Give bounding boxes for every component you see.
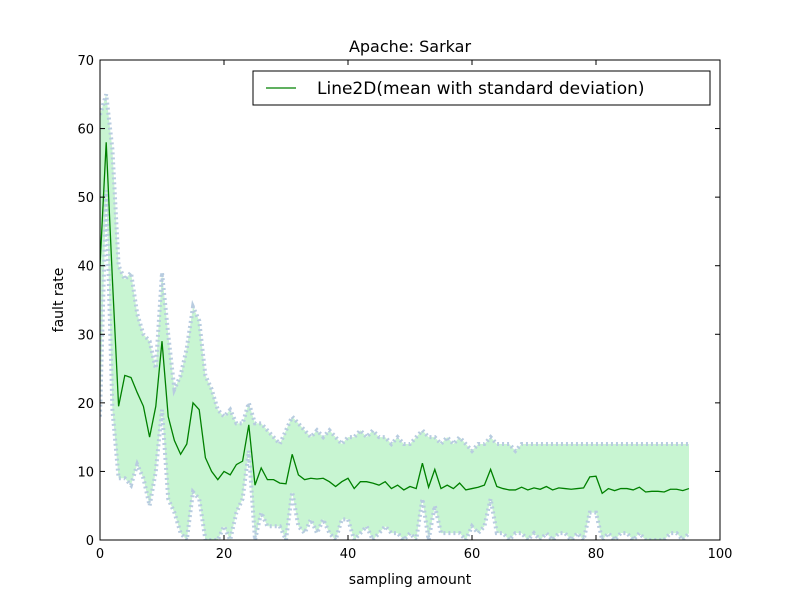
y-tick-label: 60 <box>77 123 94 138</box>
upper-bound-line <box>100 93 689 454</box>
x-tick-label: 20 <box>216 547 233 562</box>
x-tick-label: 80 <box>588 547 605 562</box>
lower-bound-line <box>100 190 691 540</box>
y-tick-label: 70 <box>77 54 94 69</box>
std-band <box>100 94 689 540</box>
x-tick-label: 60 <box>464 547 481 562</box>
axes: 0 20 40 60 80 100 0 10 20 30 40 50 60 70 <box>77 54 732 562</box>
y-tick-label: 30 <box>77 328 94 343</box>
x-axis-title: sampling amount <box>349 572 472 588</box>
chart-title: Apache: Sarkar <box>349 37 471 56</box>
legend: Line2D(mean with standard deviation) <box>252 70 711 106</box>
y-tick-label: 10 <box>77 465 94 480</box>
y-tick-label: 40 <box>77 260 94 275</box>
legend-box <box>252 70 711 106</box>
x-tick-label: 0 <box>96 547 104 562</box>
x-tick-label: 40 <box>340 547 357 562</box>
plot-frame <box>99 59 721 541</box>
y-axis-title: fault rate <box>51 268 67 333</box>
mean-line <box>100 142 690 495</box>
y-tick-label: 0 <box>86 534 94 549</box>
plot-area <box>100 93 691 540</box>
y-tick-label: 50 <box>77 191 94 206</box>
y-tick-label: 20 <box>77 397 94 412</box>
legend-label: Line2D(mean with standard deviation) <box>317 79 645 99</box>
x-tick-label: 100 <box>708 547 733 562</box>
